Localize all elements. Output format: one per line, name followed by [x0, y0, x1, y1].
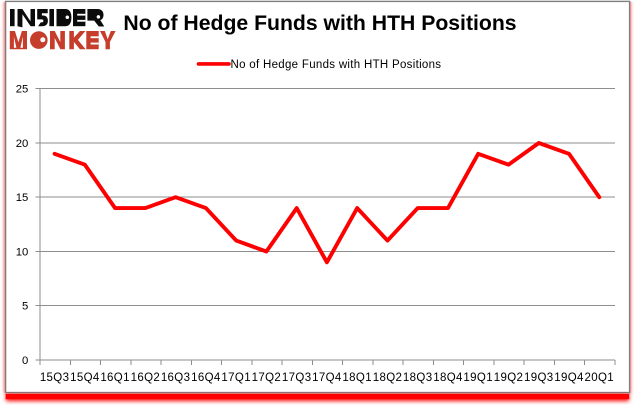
svg-text:19Q3: 19Q3 — [524, 372, 554, 384]
svg-text:19Q4: 19Q4 — [554, 372, 584, 384]
svg-text:17Q1: 17Q1 — [221, 372, 251, 384]
svg-text:20Q1: 20Q1 — [585, 372, 615, 384]
svg-text:No of Hedge Funds with HTH Pos: No of Hedge Funds with HTH Positions — [231, 59, 442, 71]
svg-text:16Q2: 16Q2 — [131, 372, 161, 384]
svg-text:19Q1: 19Q1 — [463, 372, 493, 384]
svg-text:16Q1: 16Q1 — [100, 372, 130, 384]
svg-text:10: 10 — [16, 246, 29, 258]
svg-text:15Q4: 15Q4 — [70, 372, 100, 384]
svg-text:18Q4: 18Q4 — [433, 372, 463, 384]
svg-text:20: 20 — [16, 138, 29, 150]
svg-text:18Q2: 18Q2 — [373, 372, 403, 384]
svg-text:15Q3: 15Q3 — [40, 372, 70, 384]
svg-text:5: 5 — [22, 301, 28, 313]
svg-text:No of Hedge Funds with HTH Pos: No of Hedge Funds with HTH Positions — [123, 12, 516, 35]
svg-text:17Q2: 17Q2 — [252, 372, 282, 384]
svg-text:17Q3: 17Q3 — [282, 372, 312, 384]
svg-text:18Q3: 18Q3 — [403, 372, 433, 384]
svg-text:18Q1: 18Q1 — [342, 372, 372, 384]
svg-text:17Q4: 17Q4 — [312, 372, 342, 384]
svg-text:19Q2: 19Q2 — [494, 372, 524, 384]
svg-text:16Q4: 16Q4 — [191, 372, 221, 384]
svg-text:0: 0 — [22, 355, 28, 367]
svg-text:16Q3: 16Q3 — [161, 372, 191, 384]
svg-text:15: 15 — [16, 192, 29, 204]
svg-text:25: 25 — [16, 84, 29, 96]
